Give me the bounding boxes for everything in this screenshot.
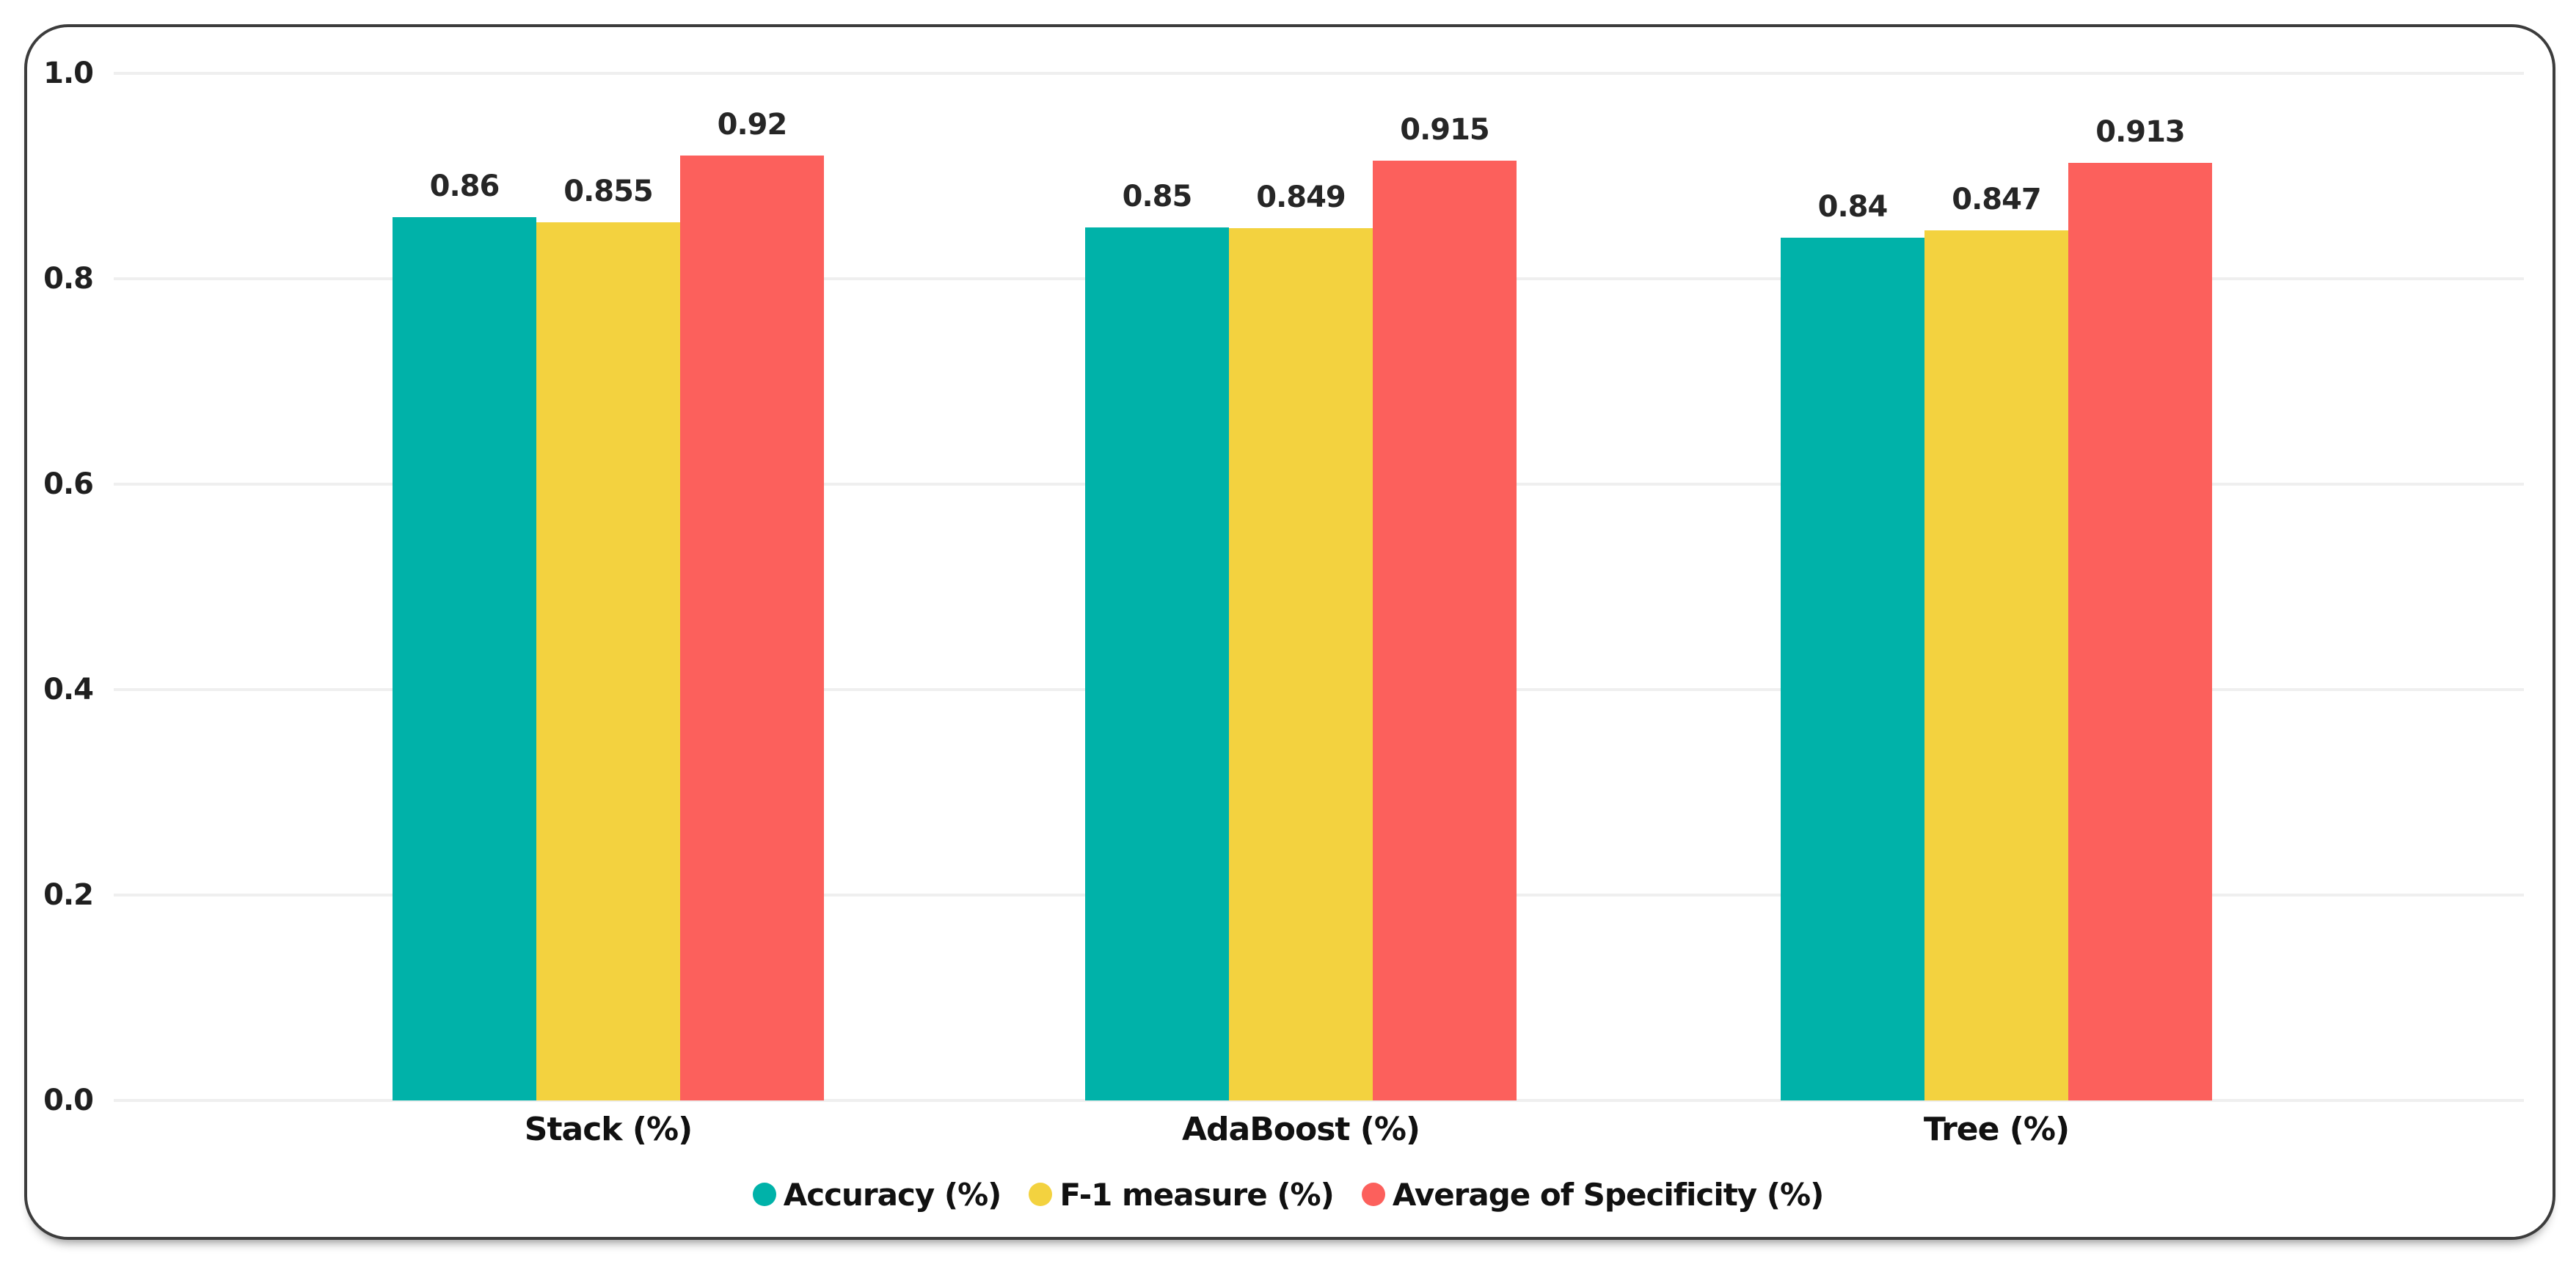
bar-value-label: 0.847	[1952, 183, 2042, 216]
bar-value-label: 0.855	[563, 175, 654, 208]
bar-value-label: 0.915	[1400, 113, 1490, 147]
legend-item-average-of-specificity[interactable]: Average of Specificity (%)	[1361, 1176, 1824, 1213]
legend-item-accuracy[interactable]: Accuracy (%)	[752, 1176, 1002, 1213]
y-tick-label: 0.2	[43, 878, 94, 912]
category-label-adaboost: AdaBoost (%)	[1181, 1111, 1420, 1148]
bar-adaboost-series-1[interactable]	[1229, 228, 1373, 1100]
y-tick-label: 0.4	[43, 673, 94, 706]
legend-dot-icon	[752, 1183, 776, 1206]
legend-item-f-1-measure[interactable]: F-1 measure (%)	[1029, 1176, 1335, 1213]
y-tick-label: 0.6	[43, 467, 94, 501]
y-tick-label: 0.8	[43, 262, 94, 296]
category-label-tree: Tree (%)	[1923, 1111, 2070, 1148]
y-tick-label: 1.0	[43, 56, 94, 90]
bar-value-label: 0.84	[1817, 190, 1889, 224]
bar-value-label: 0.913	[2095, 115, 2186, 149]
bar-stack-series-1[interactable]	[536, 222, 680, 1100]
bar-value-label: 0.849	[1256, 180, 1346, 214]
bar-tree-series-0[interactable]	[1781, 238, 1924, 1100]
legend: Accuracy (%) F-1 measure (%) Average of Sp…	[0, 1172, 2576, 1216]
bar-adaboost-series-0[interactable]	[1085, 227, 1229, 1100]
gridline	[114, 72, 2524, 75]
bar-stack-series-0[interactable]	[393, 217, 536, 1100]
bar-value-label: 0.86	[429, 169, 500, 203]
bar-value-label: 0.85	[1122, 180, 1193, 213]
bar-value-label: 0.92	[717, 108, 788, 142]
legend-dot-icon	[1361, 1183, 1385, 1206]
legend-dot-icon	[1029, 1183, 1053, 1206]
legend-label: F-1 measure (%)	[1059, 1176, 1334, 1213]
legend-label: Average of Specificity (%)	[1392, 1176, 1824, 1213]
bar-tree-series-1[interactable]	[1924, 230, 2068, 1100]
legend-label: Accuracy (%)	[783, 1176, 1002, 1213]
y-tick-label: 0.0	[43, 1084, 94, 1117]
bar-tree-series-2[interactable]	[2068, 163, 2212, 1100]
bar-adaboost-series-2[interactable]	[1373, 161, 1517, 1100]
bar-stack-series-2[interactable]	[680, 156, 824, 1100]
gridline	[114, 1099, 2524, 1102]
category-label-stack: Stack (%)	[524, 1111, 693, 1148]
